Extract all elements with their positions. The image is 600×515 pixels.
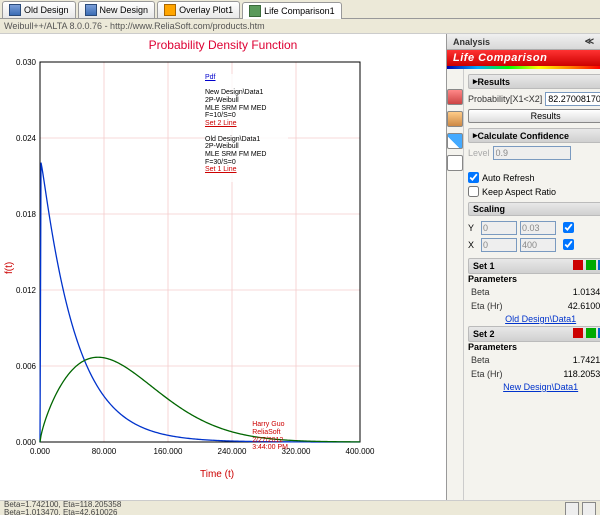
set-data-link[interactable]: New Design\Data1 [468,382,600,392]
set-icon-red[interactable] [573,328,583,338]
scale-lock-checkbox[interactable] [563,239,574,250]
set-header: Set 1 [468,258,600,274]
scale-lock-checkbox[interactable] [563,222,574,233]
plot-legend: Pdf New Design\Data12P-WeibullMLE SRM FM… [205,74,288,182]
scale-max [520,238,556,252]
footer-icon-2[interactable] [582,502,596,515]
level-label: Level [468,148,490,158]
tab-overlay-plot[interactable]: Overlay Plot1 [157,1,240,18]
analysis-header: Analysis ≪ [447,34,600,50]
results-button[interactable]: Results [468,109,600,123]
collapse-icon[interactable]: ≪ [585,36,594,47]
plot-title: Probability Density Function [0,34,446,52]
footer-status: Beta=1.742100, Eta=118.205358 Beta=1.013… [0,500,600,515]
probability-value[interactable] [545,92,600,106]
tab-life-comparison[interactable]: Life Comparison1 [242,2,342,19]
tab-label: New Design [100,5,149,15]
app-status-bar: Weibull++/ALTA 8.0.0.76 - http://www.Rel… [0,19,600,34]
set-icon-green[interactable] [586,328,596,338]
overlay-icon [164,4,176,16]
document-tabs: Old Design New Design Overlay Plot1 Life… [0,0,600,19]
probability-label: Probability[X1<X2] [468,94,542,104]
keep-aspect-checkbox[interactable] [468,186,479,197]
tool-icon-3[interactable] [447,133,463,149]
scale-max [520,221,556,235]
svg-text:80.000: 80.000 [92,447,117,456]
svg-text:0.006: 0.006 [16,362,37,371]
plot-meta: Harry GuoReliaSoft2/27/20123:44:00 PM [252,421,288,452]
keep-aspect-label: Keep Aspect Ratio [482,187,556,197]
plot-area: Probability Density Function 0.000 80.000… [0,34,446,500]
svg-text:240.000: 240.000 [218,447,247,456]
svg-text:0.024: 0.024 [16,134,37,143]
tab-label: Overlay Plot1 [179,5,233,15]
scale-axis-label: Y [468,223,478,233]
tab-new-design[interactable]: New Design [78,1,156,18]
set-icon-green[interactable] [586,260,596,270]
set-data-link[interactable]: Old Design\Data1 [468,314,600,324]
confidence-header[interactable]: ▸ Calculate Confidence [468,128,600,143]
scale-axis-label: X [468,240,478,250]
set-icon-red[interactable] [573,260,583,270]
analysis-panel: Analysis ≪ Life Comparison ▸ Results Pro… [446,34,600,500]
auto-refresh-checkbox[interactable] [468,172,479,183]
footer-icon-1[interactable] [565,502,579,515]
side-icon-column [447,69,464,500]
sheet-icon [9,4,21,16]
parameters-label: Parameters [468,342,600,352]
svg-text:160.000: 160.000 [154,447,183,456]
set-header: Set 2 [468,326,600,342]
tab-old-design[interactable]: Old Design [2,1,76,18]
scaling-header: Scaling [468,202,600,216]
life-comparison-header: Life Comparison [447,50,600,66]
svg-text:0.000: 0.000 [30,447,51,456]
sheet-icon [85,4,97,16]
level-value [493,146,571,160]
scale-min [481,221,517,235]
x-axis-label: Time (t) [200,469,234,480]
results-header[interactable]: ▸ Results [468,74,600,89]
parameters-table: Beta1.013470Eta (Hr)42.610026 [468,284,600,314]
svg-text:0.030: 0.030 [16,58,37,67]
scale-min [481,238,517,252]
tab-label: Life Comparison1 [264,6,335,16]
svg-text:0.000: 0.000 [16,438,37,447]
y-axis-label: f(t) [4,262,15,274]
parameters-table: Beta1.742100Eta (Hr)118.205358 [468,352,600,382]
svg-text:400.000: 400.000 [346,447,375,456]
auto-refresh-label: Auto Refresh [482,173,535,183]
svg-text:0.018: 0.018 [16,210,37,219]
tool-icon-4[interactable] [447,155,463,171]
tool-icon-2[interactable] [447,111,463,127]
tool-icon-1[interactable] [447,89,463,105]
life-icon [249,5,261,17]
parameters-label: Parameters [468,274,600,284]
tab-label: Old Design [24,5,69,15]
svg-text:0.012: 0.012 [16,286,37,295]
